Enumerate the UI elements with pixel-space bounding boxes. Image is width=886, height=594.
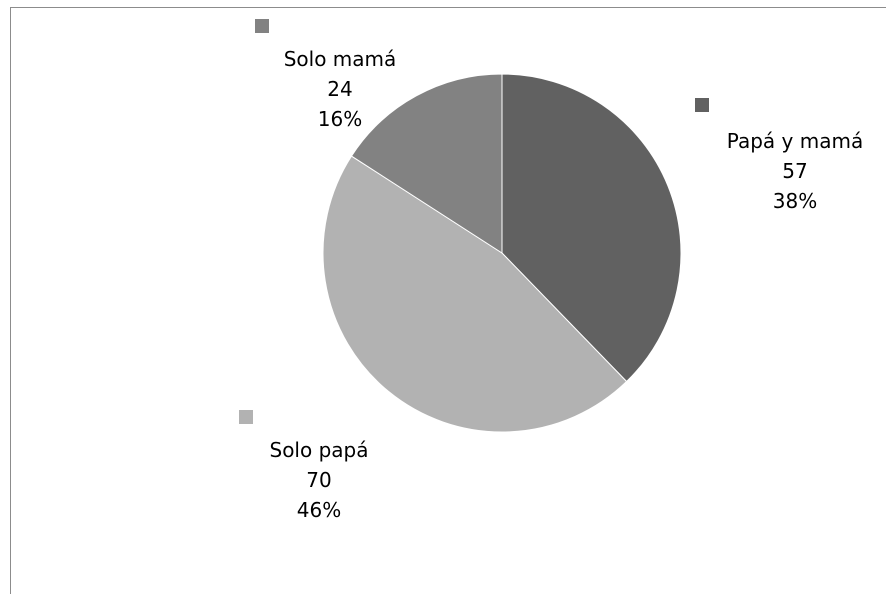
pie-slices [322,73,682,433]
pie-slice-solo-papa [322,155,628,433]
pie-slice-solo-mama [350,73,503,254]
data-label-value-solo-papa: 70 [306,468,331,492]
data-label-name-solo-mama: Solo mamá [284,47,397,71]
legend-key-solo-mama [255,19,269,33]
legend-key-solo-papa [239,410,253,424]
data-label-value-papa-y-mama: 57 [782,159,807,183]
data-label-name-solo-papa: Solo papá [270,438,369,462]
data-label-percent-solo-mama: 16% [318,107,362,131]
legend-key-papa-y-mama [695,98,709,112]
data-label-percent-papa-y-mama: 38% [773,189,817,213]
chart-area [10,7,886,594]
pie-slice-papa-y-mama [501,73,682,383]
data-label-name-papa-y-mama: Papá y mamá [727,129,863,153]
data-label-value-solo-mama: 24 [327,77,352,101]
data-label-percent-solo-papa: 46% [297,498,341,522]
